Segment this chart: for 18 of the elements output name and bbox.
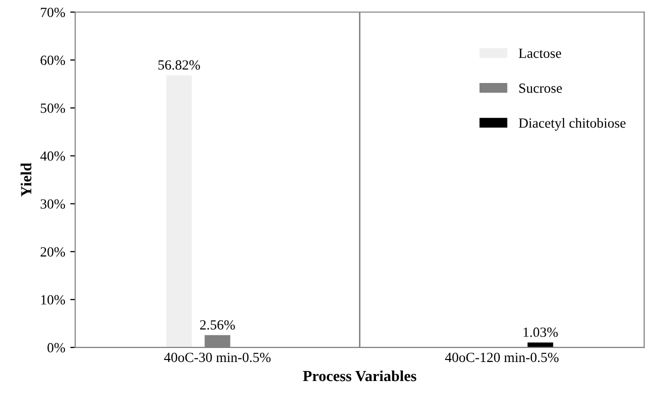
y-tick-label: 10% (41, 295, 66, 305)
y-axis-title: Yield (20, 162, 32, 197)
x-axis-title: Process Variables (303, 370, 416, 382)
data-label: 56.82% (158, 60, 200, 70)
legend-label: Lactose (518, 48, 562, 58)
y-tick-label: 60% (40, 56, 66, 66)
data-label: 2.56% (200, 320, 235, 330)
y-tick-label: 50% (40, 104, 66, 113)
legend-label: Diacetyl chitobiose (518, 118, 626, 131)
y-tick-label: 70% (40, 8, 66, 18)
legend-label: Sucrose (519, 84, 562, 93)
y-tick-label: 30% (40, 199, 66, 209)
data-label: 1.03% (524, 328, 558, 337)
x-tick-label: 40oC-120 min-0.5% (445, 352, 559, 362)
y-tick-label: 40% (40, 151, 66, 161)
x-tick-label: 40oC-30 min-0.5% (164, 352, 271, 362)
y-tick-label: 20% (40, 247, 66, 257)
y-tick-label: 0% (48, 343, 66, 352)
